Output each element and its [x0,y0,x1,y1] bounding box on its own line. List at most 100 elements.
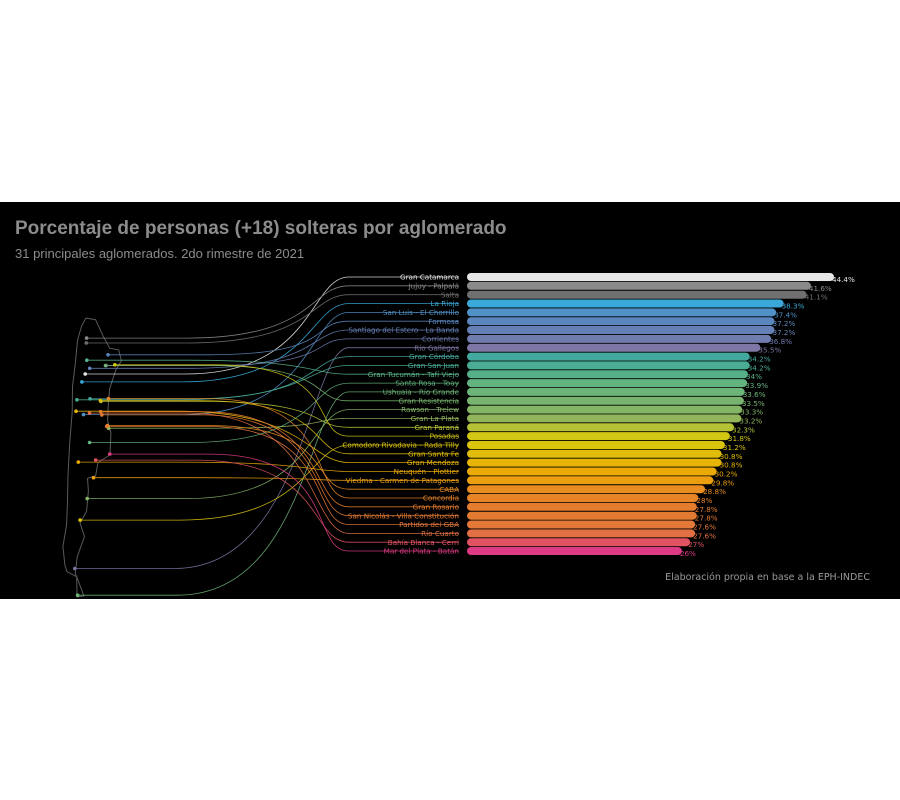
connector-curve [106,426,459,525]
bar [467,547,682,555]
connector-curve [74,347,459,569]
bar [467,441,725,449]
chart-caption: Elaboración propia en base a la EPH-INDE… [665,572,870,583]
map-point [98,398,103,403]
connector-curve [86,359,459,375]
connector-curve [77,391,459,596]
value-label: 31.2% [723,443,746,452]
connector-curve [89,329,459,369]
bar [467,370,748,379]
map-point [88,397,92,401]
bar [467,326,775,334]
map-point [85,496,89,501]
map-point [74,409,78,413]
map-point [80,380,84,384]
category-label: Gran Paraná [414,423,459,432]
map-point [106,353,110,357]
connector-curve [90,356,459,400]
value-label: 30.8% [720,452,743,461]
connector-curve [78,461,459,472]
connector-curve [108,398,459,499]
map-point [75,398,79,402]
map-point [113,363,117,367]
category-label: Gran Santa Fe [408,449,460,458]
value-label: 34% [746,372,762,381]
connector-curve [81,303,459,383]
connector-curve [95,459,459,543]
value-label: 30.8% [720,461,743,470]
category-label: Ushuaia - Río Grande [383,388,460,397]
bar [467,502,697,511]
connector-curve [109,453,459,552]
bar [467,458,722,467]
country-outline [62,317,122,598]
bar [467,414,742,423]
category-label: Mar del Plata - Batán [384,547,459,556]
category-label: Río Gallegos [414,343,459,352]
bar [467,299,784,308]
bar [467,449,722,458]
map-point [91,475,96,480]
map-point [84,336,89,340]
category-label: Partidos del GBA [399,520,459,529]
value-label: 34.2% [748,363,771,372]
chart-subtitle: 31 principales aglomerados. 2do rimestre… [15,246,305,261]
map-point [103,363,108,368]
bar [467,361,750,370]
map-point [83,372,87,376]
map-point [87,411,92,415]
value-label: 27.6% [693,531,716,540]
connector-curve [86,285,459,339]
category-label: San Luis - El Chorrillo [383,308,459,317]
bar [467,352,750,361]
category-label: Comodoro Rivadavia - Rada Tilly [342,441,459,450]
value-label: 44.4% [832,275,855,284]
value-label: 33.5% [742,399,765,408]
bar [467,538,691,547]
category-label: Gran San Juan [408,361,459,370]
map-points [73,336,117,597]
value-label: 29.8% [711,478,734,487]
connector-curve [105,365,459,402]
connector-curve [107,425,459,490]
category-label: Gran La Plata [411,414,459,423]
bar [467,494,699,502]
bar [467,387,745,396]
argentina-map [62,317,122,598]
bar [467,485,706,494]
connector-curve [93,477,459,481]
bar [467,290,807,299]
value-label: 37.4% [774,310,797,319]
bar [467,396,744,405]
connector-curve [76,410,459,463]
connector-curve [86,294,459,344]
category-label: Viedma - Carmen de Patagones [346,476,460,485]
category-label: Santa Rosa - Toay [395,379,459,388]
value-label: 37.2% [773,319,796,328]
bar [467,343,761,352]
category-label: Posadas [430,432,460,441]
connector-curve [114,364,459,437]
category-label: Gran Rosario [413,502,459,511]
value-label: 37.2% [773,328,796,337]
connector-curve [101,414,459,517]
category-label: Salta [441,290,459,299]
map-point [76,460,81,464]
bar [467,405,743,414]
connector-curve [89,412,459,534]
value-label: 41.1% [805,293,828,302]
value-label: 34.2% [748,355,771,364]
map-point [75,593,80,597]
bar [467,423,734,432]
category-label: La Rioja [431,299,459,308]
value-label: 27.8% [695,514,718,523]
value-label: 27.6% [693,523,716,532]
bar [467,317,775,326]
value-label: 26% [680,549,696,558]
chart-panel: Porcentaje de personas (+18) solteras po… [0,202,900,599]
category-label: Río Cuarto [421,529,459,538]
map-point [87,440,92,445]
map-point [98,409,103,414]
value-label: 33.9% [745,381,768,390]
